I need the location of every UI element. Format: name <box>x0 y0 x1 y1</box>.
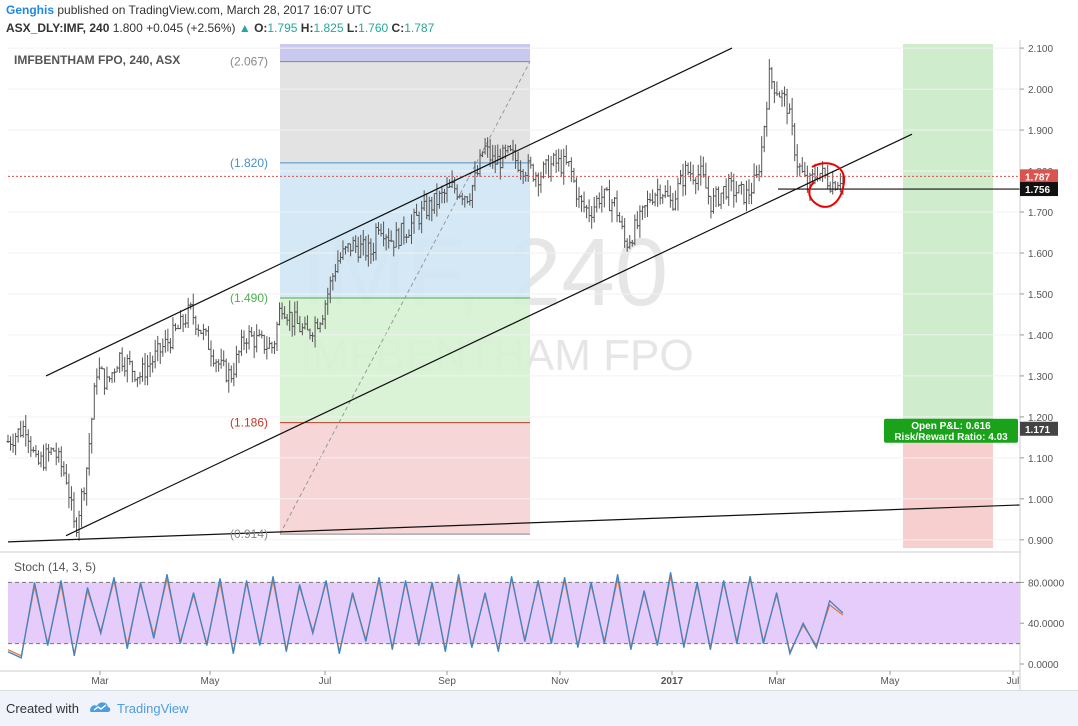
time-tick-label: Mar <box>768 676 786 687</box>
channel-upper-line <box>45 47 733 377</box>
open-label: O: <box>254 21 268 35</box>
time-tick-label: Nov <box>551 676 569 687</box>
open-pl-text: Open P&L: 0.616 <box>911 421 991 432</box>
price-tick-label: 2.100 <box>1028 44 1053 55</box>
price-tag-bg <box>1020 421 1058 436</box>
fib-trend-line <box>279 61 531 535</box>
price-tick-label: 1.600 <box>1028 249 1053 260</box>
publish-line: Genghis published on TradingView.com, Ma… <box>6 3 371 17</box>
symbol-name: ASX_DLY:IMF, 240 <box>6 21 110 35</box>
price-axis-bg <box>1020 40 1078 690</box>
tradingview-logo-icon[interactable] <box>88 699 112 715</box>
author-link[interactable]: Genghis <box>6 3 55 17</box>
price-tag: 1.756 <box>1025 185 1050 196</box>
price-tag-bg <box>1020 182 1058 197</box>
price-chart[interactable]: IMF, 240 IMFBENTHAM FPO (2.067)(1.820)(1… <box>0 40 1078 690</box>
stoch-band <box>8 582 1020 644</box>
loss-zone <box>903 428 993 548</box>
price-tick-label: 1.700 <box>1028 208 1053 219</box>
stoch-tick-label: 40.0000 <box>1028 619 1065 630</box>
low-value: 1.760 <box>358 21 389 35</box>
low-label: L: <box>346 21 359 35</box>
symbol-title: IMFBENTHAM FPO, 240, ASX <box>14 53 180 67</box>
price-tick-label: 2.000 <box>1028 85 1053 96</box>
publish-info: published on TradingView.com, March 28, … <box>54 3 372 17</box>
stoch-label: Stoch (14, 3, 5) <box>14 560 96 574</box>
risk-reward-text: Risk/Reward Ratio: 4.03 <box>894 432 1008 443</box>
time-tick-label: Sep <box>438 676 456 687</box>
tradingview-link[interactable]: TradingView <box>117 701 189 716</box>
price-tick-label: 1.500 <box>1028 290 1053 301</box>
footer: Created with TradingView <box>0 690 1078 726</box>
open-value: 1.795 <box>267 21 298 35</box>
time-tick-label: Jul <box>1007 676 1020 687</box>
channel-lower-line <box>65 133 913 537</box>
price-change: +0.045 (+2.56%) <box>146 21 236 35</box>
open-pl-box <box>884 418 1018 443</box>
fib-top-band <box>280 44 530 62</box>
price-tick-label: 1.100 <box>1028 454 1053 465</box>
close-value: 1.787 <box>404 21 435 35</box>
close-label: C: <box>391 21 405 35</box>
time-tick-label: 2017 <box>661 676 684 687</box>
fib-level-label: (2.067) <box>230 55 268 69</box>
price-tag: 1.171 <box>1025 425 1050 436</box>
created-with-text: Created with <box>6 701 79 716</box>
high-value: 1.825 <box>313 21 344 35</box>
time-tick-label: Jul <box>319 676 332 687</box>
fib-zone <box>280 61 530 163</box>
fib-zone <box>280 162 530 299</box>
chart-header: Genghis published on TradingView.com, Ma… <box>0 0 1078 40</box>
price-tick-label: 1.900 <box>1028 126 1053 137</box>
profit-zone <box>903 44 993 429</box>
fib-zone <box>280 422 530 535</box>
fib-level-label: (0.914) <box>230 527 268 541</box>
fib-level-label: (1.820) <box>230 156 268 170</box>
fib-level-label: (1.490) <box>230 291 268 305</box>
time-tick-label: May <box>881 676 900 687</box>
stoch-k-line <box>7 572 844 659</box>
price-tag: 1.787 <box>1025 172 1050 183</box>
fib-level-label: (1.186) <box>230 416 268 430</box>
price-tick-label: 1.000 <box>1028 495 1053 506</box>
up-arrow-icon: ▲ <box>238 21 251 35</box>
ohlc-line: ASX_DLY:IMF, 240 1.800 +0.045 (+2.56%) ▲… <box>6 21 434 35</box>
time-tick-label: May <box>201 676 220 687</box>
price-tag-bg <box>1020 169 1058 184</box>
price-tick-label: 1.200 <box>1028 413 1053 424</box>
long-support-line <box>7 504 1021 543</box>
annotation-circle <box>808 162 846 208</box>
last-price: 1.800 <box>112 21 143 35</box>
price-tick-label: 0.900 <box>1028 536 1053 547</box>
stoch-tick-label: 80.0000 <box>1028 578 1065 589</box>
high-label: H: <box>300 21 314 35</box>
fib-zone <box>280 298 530 423</box>
time-tick-label: Mar <box>91 676 109 687</box>
stoch-tick-label: 0.0000 <box>1028 660 1059 671</box>
price-tick-label: 1.300 <box>1028 372 1053 383</box>
price-tick-label: 1.400 <box>1028 331 1053 342</box>
